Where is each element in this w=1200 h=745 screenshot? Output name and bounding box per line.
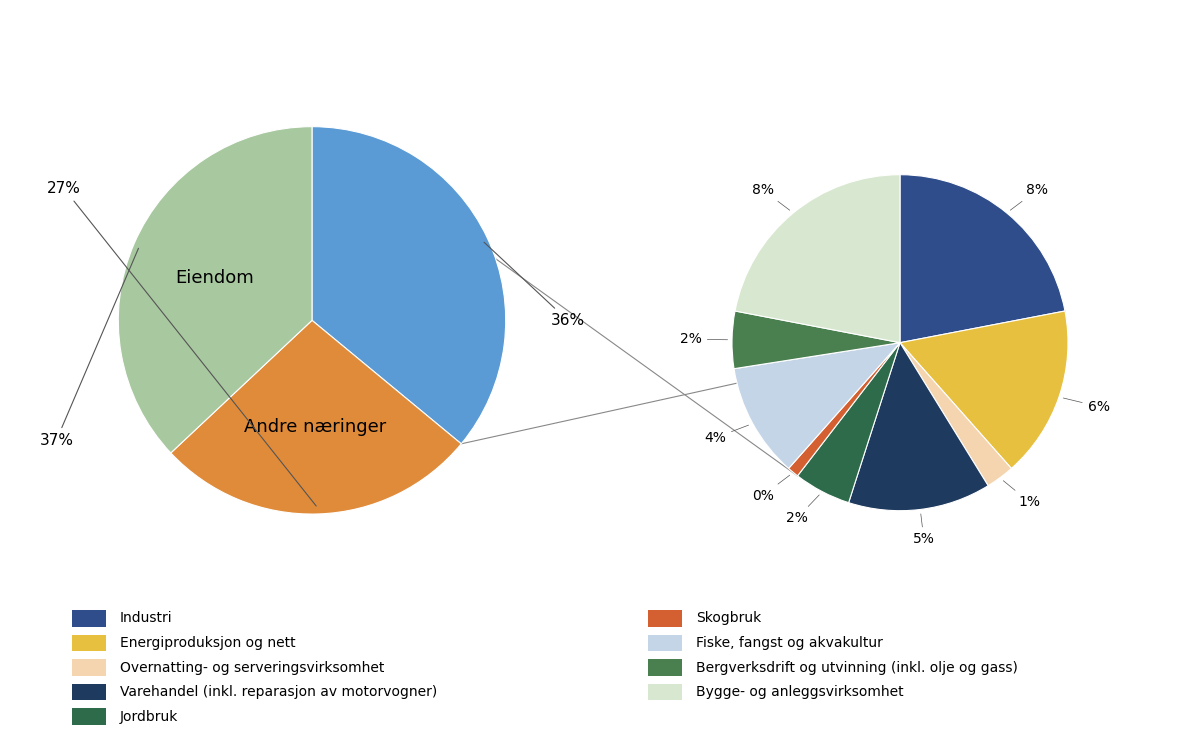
Text: 0%: 0% bbox=[752, 475, 790, 503]
Text: Overnatting- og serveringsvirksomhet: Overnatting- og serveringsvirksomhet bbox=[120, 661, 384, 674]
Text: 5%: 5% bbox=[913, 514, 935, 547]
Text: 2%: 2% bbox=[786, 495, 820, 525]
Text: 4%: 4% bbox=[704, 425, 749, 445]
Text: Bygge- og anleggsvirksomhet: Bygge- og anleggsvirksomhet bbox=[696, 685, 904, 699]
Wedge shape bbox=[798, 343, 900, 503]
Text: 27%: 27% bbox=[47, 181, 316, 506]
Text: Energiproduksjon og nett: Energiproduksjon og nett bbox=[120, 636, 295, 650]
Text: 2%: 2% bbox=[680, 332, 727, 346]
Text: Andre næringer: Andre næringer bbox=[245, 418, 386, 436]
Wedge shape bbox=[119, 127, 312, 453]
Text: Jordbruk: Jordbruk bbox=[120, 710, 179, 723]
Wedge shape bbox=[734, 343, 900, 469]
Text: 36%: 36% bbox=[484, 242, 584, 328]
Text: 6%: 6% bbox=[1063, 398, 1110, 413]
Wedge shape bbox=[736, 174, 900, 343]
Wedge shape bbox=[312, 127, 505, 444]
Wedge shape bbox=[788, 343, 900, 476]
Wedge shape bbox=[732, 311, 900, 369]
Text: 1%: 1% bbox=[1003, 481, 1040, 509]
Text: Industri: Industri bbox=[120, 612, 173, 625]
Wedge shape bbox=[170, 320, 461, 514]
Text: 37%: 37% bbox=[40, 248, 138, 448]
Text: Varehandel (inkl. reparasjon av motorvogner): Varehandel (inkl. reparasjon av motorvog… bbox=[120, 685, 437, 699]
Text: Skogbruk: Skogbruk bbox=[696, 612, 761, 625]
Wedge shape bbox=[848, 343, 988, 511]
Wedge shape bbox=[900, 174, 1064, 343]
Wedge shape bbox=[900, 343, 1012, 486]
Text: 8%: 8% bbox=[751, 183, 790, 210]
Text: 8%: 8% bbox=[1010, 183, 1049, 210]
Wedge shape bbox=[900, 311, 1068, 469]
Text: Eiendom: Eiendom bbox=[175, 269, 253, 287]
Text: Fiske, fangst og akvakultur: Fiske, fangst og akvakultur bbox=[696, 636, 883, 650]
Text: Bergverksdrift og utvinning (inkl. olje og gass): Bergverksdrift og utvinning (inkl. olje … bbox=[696, 661, 1018, 674]
